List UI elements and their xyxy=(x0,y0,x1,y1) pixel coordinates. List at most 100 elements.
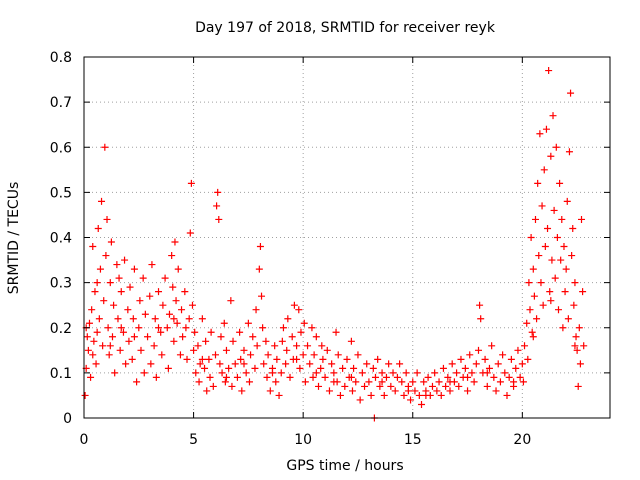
data-point xyxy=(433,387,441,395)
data-point xyxy=(553,234,561,241)
data-point xyxy=(108,333,116,341)
data-point xyxy=(435,378,443,386)
data-point xyxy=(501,369,509,377)
data-point xyxy=(173,319,181,327)
data-point xyxy=(106,342,114,350)
data-point xyxy=(237,355,245,363)
data-point xyxy=(255,265,263,273)
data-point xyxy=(221,378,229,386)
data-point xyxy=(378,369,386,377)
data-point xyxy=(207,328,215,336)
data-point xyxy=(231,360,239,368)
data-point xyxy=(571,279,579,287)
data-point xyxy=(126,283,134,291)
data-point xyxy=(178,306,186,314)
data-point xyxy=(240,360,248,368)
data-point xyxy=(290,301,298,309)
data-point xyxy=(481,355,489,363)
data-point xyxy=(485,364,493,372)
data-point xyxy=(420,378,428,386)
data-point xyxy=(169,283,177,291)
data-point xyxy=(102,252,110,260)
data-point xyxy=(321,373,329,381)
data-point xyxy=(249,333,257,341)
data-point xyxy=(128,355,136,363)
data-point xyxy=(318,342,326,350)
data-point xyxy=(348,387,356,395)
data-point xyxy=(402,369,410,377)
x-tick-label: 5 xyxy=(189,432,198,448)
data-point xyxy=(293,355,301,363)
data-point xyxy=(304,342,312,350)
data-point xyxy=(125,337,133,345)
data-point xyxy=(540,166,548,174)
data-point xyxy=(376,382,384,390)
data-point xyxy=(526,306,534,314)
data-point xyxy=(98,197,106,205)
data-point xyxy=(299,351,307,359)
data-point xyxy=(229,337,237,345)
data-point xyxy=(387,382,395,390)
data-point xyxy=(539,301,547,309)
data-point xyxy=(172,297,180,305)
data-point xyxy=(170,337,178,345)
data-point xyxy=(569,224,577,232)
data-point xyxy=(129,315,137,323)
data-point xyxy=(135,324,143,332)
x-tick-label: 15 xyxy=(404,432,422,448)
data-point xyxy=(564,315,572,323)
data-point xyxy=(94,224,102,232)
data-point xyxy=(272,378,280,386)
data-point xyxy=(572,333,580,341)
data-point xyxy=(90,337,98,345)
data-point xyxy=(236,328,244,336)
data-point xyxy=(374,355,382,363)
data-point xyxy=(547,297,555,305)
data-point xyxy=(91,288,99,296)
data-point xyxy=(228,382,236,390)
data-point xyxy=(262,337,270,345)
axis-ticks: 0 0.1 0.2 0.3 0.4 0.5 0.6 0.7 0.8 0 5 10 15 20 xyxy=(50,50,610,448)
data-point xyxy=(330,378,338,386)
data-point xyxy=(400,391,408,399)
data-point xyxy=(252,306,260,314)
data-point xyxy=(541,243,549,251)
data-point xyxy=(179,333,187,341)
data-point xyxy=(483,369,491,377)
data-point xyxy=(96,265,104,273)
data-point xyxy=(448,360,456,368)
data-point xyxy=(124,306,132,314)
data-point xyxy=(253,342,261,350)
data-point xyxy=(101,143,109,151)
data-point xyxy=(216,360,224,368)
data-point xyxy=(88,306,96,314)
data-point xyxy=(155,324,163,332)
data-point xyxy=(312,333,320,341)
data-point xyxy=(220,319,228,327)
data-point xyxy=(105,351,113,359)
data-point xyxy=(150,342,158,350)
data-point xyxy=(567,89,575,97)
data-point xyxy=(523,319,531,327)
data-point xyxy=(81,391,89,399)
data-point xyxy=(409,378,417,386)
data-point xyxy=(557,256,565,264)
data-point xyxy=(244,319,252,327)
y-tick-label: 0.8 xyxy=(50,50,72,66)
data-point xyxy=(512,364,520,372)
y-tick-label: 0.7 xyxy=(50,95,72,111)
data-point xyxy=(339,364,347,372)
y-tick-label: 0.1 xyxy=(50,366,72,382)
data-point xyxy=(393,373,401,381)
data-point xyxy=(563,197,571,205)
data-point xyxy=(510,378,518,386)
data-point xyxy=(529,265,537,273)
data-point xyxy=(256,243,264,251)
data-point xyxy=(110,301,118,309)
data-point xyxy=(538,202,546,210)
data-point xyxy=(238,387,246,395)
data-point xyxy=(198,315,206,323)
y-tick-label: 0.3 xyxy=(50,276,72,292)
data-point xyxy=(580,342,588,350)
